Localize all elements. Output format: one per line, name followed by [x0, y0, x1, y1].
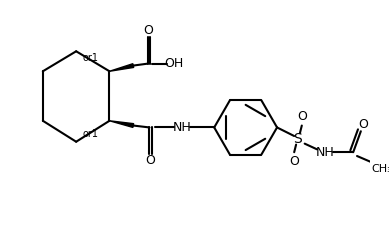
Text: CH₃: CH₃ — [371, 164, 389, 174]
Text: O: O — [145, 154, 155, 167]
Text: or1: or1 — [82, 53, 98, 63]
Text: NH: NH — [172, 121, 191, 134]
Text: NH: NH — [315, 146, 334, 159]
Text: or1: or1 — [82, 129, 98, 139]
Polygon shape — [109, 64, 134, 71]
Text: S: S — [294, 132, 302, 146]
Text: OH: OH — [165, 57, 184, 70]
Text: O: O — [289, 155, 299, 168]
Polygon shape — [109, 121, 134, 127]
Text: O: O — [144, 24, 154, 37]
Text: O: O — [297, 110, 307, 123]
Text: O: O — [358, 118, 368, 131]
